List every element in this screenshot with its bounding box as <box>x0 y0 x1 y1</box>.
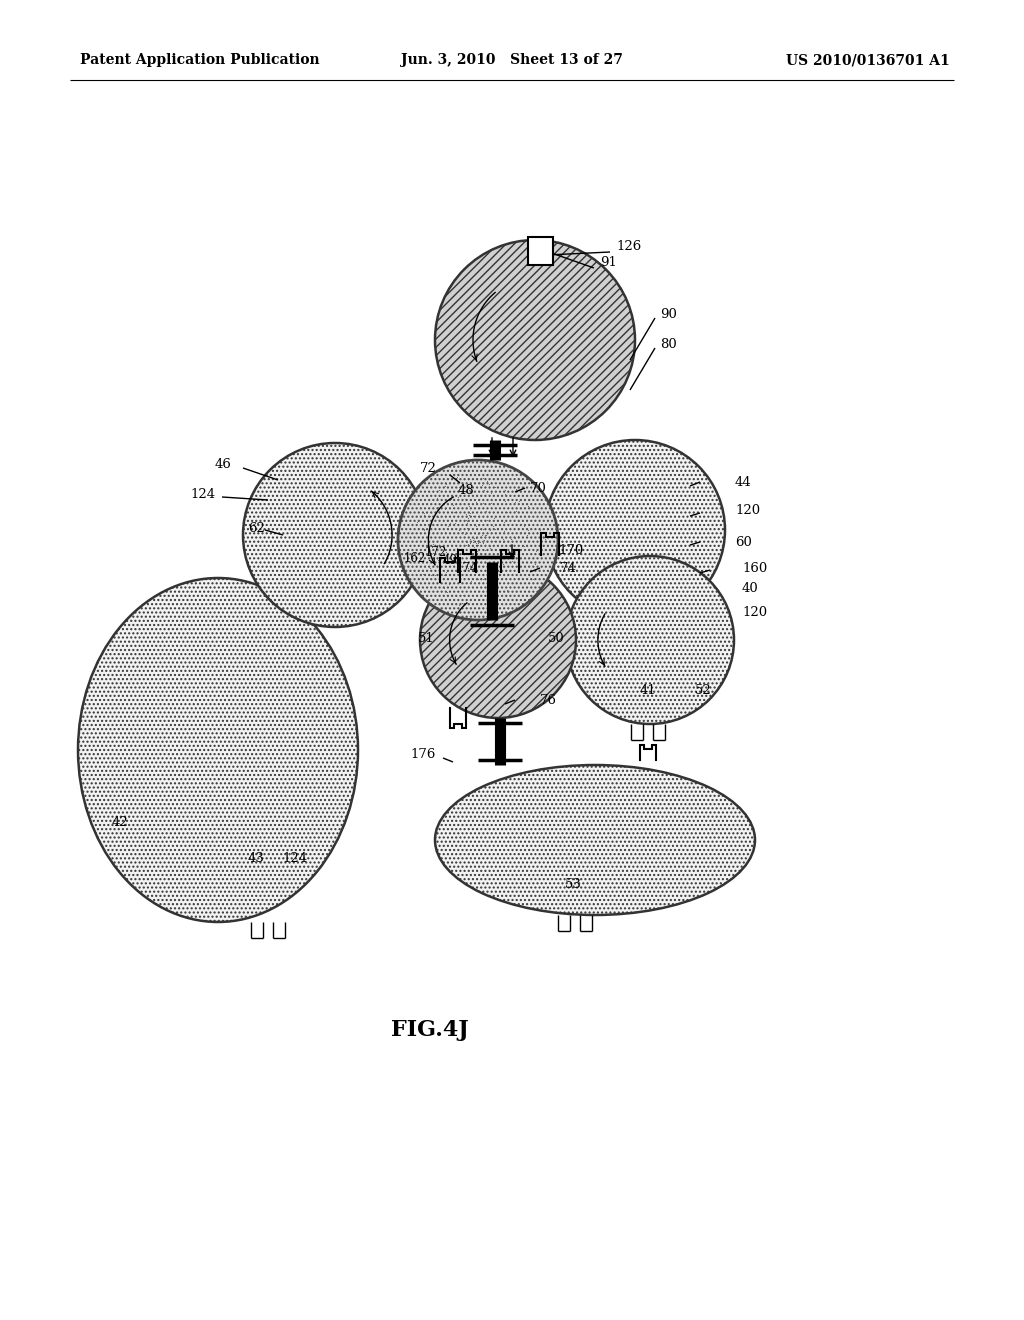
Bar <box>528 238 553 265</box>
Text: 44: 44 <box>735 475 752 488</box>
Text: Patent Application Publication: Patent Application Publication <box>80 53 319 67</box>
Circle shape <box>398 459 558 620</box>
Text: 126: 126 <box>616 239 641 252</box>
Text: 174: 174 <box>456 561 478 574</box>
Circle shape <box>420 562 575 718</box>
Text: 62: 62 <box>248 521 265 535</box>
Text: 160: 160 <box>742 561 767 574</box>
Text: 42: 42 <box>112 816 129 829</box>
Text: Jun. 3, 2010   Sheet 13 of 27: Jun. 3, 2010 Sheet 13 of 27 <box>401 53 623 67</box>
Text: 162: 162 <box>404 552 426 565</box>
Text: 41: 41 <box>640 684 656 697</box>
Text: 120: 120 <box>742 606 767 619</box>
Circle shape <box>243 444 427 627</box>
Ellipse shape <box>435 766 755 915</box>
Text: 51: 51 <box>418 631 435 644</box>
Text: US 2010/0136701 A1: US 2010/0136701 A1 <box>786 53 950 67</box>
Text: 74: 74 <box>560 561 577 574</box>
Text: 170: 170 <box>558 544 584 557</box>
Text: 70: 70 <box>530 482 547 495</box>
Text: 50: 50 <box>548 631 565 644</box>
Text: 124: 124 <box>190 488 215 502</box>
Text: 52: 52 <box>695 684 712 697</box>
Text: 90: 90 <box>660 309 677 322</box>
Text: 60: 60 <box>735 536 752 549</box>
Circle shape <box>545 440 725 620</box>
Text: 48: 48 <box>458 483 475 496</box>
Text: 172: 172 <box>425 545 447 558</box>
Text: 53: 53 <box>565 879 582 891</box>
Circle shape <box>566 556 734 723</box>
Text: 120: 120 <box>735 503 760 516</box>
Text: 49: 49 <box>443 553 458 566</box>
Circle shape <box>435 240 635 440</box>
Text: 40: 40 <box>742 582 759 594</box>
Text: FIG.4J: FIG.4J <box>391 1019 469 1041</box>
Text: 76: 76 <box>540 693 557 706</box>
Text: 80: 80 <box>660 338 677 351</box>
Text: 124: 124 <box>282 851 307 865</box>
Text: 43: 43 <box>248 851 265 865</box>
Text: 91: 91 <box>600 256 616 268</box>
Text: 176: 176 <box>410 748 435 762</box>
Text: 72: 72 <box>420 462 437 474</box>
Text: 46: 46 <box>215 458 231 471</box>
Ellipse shape <box>78 578 358 921</box>
